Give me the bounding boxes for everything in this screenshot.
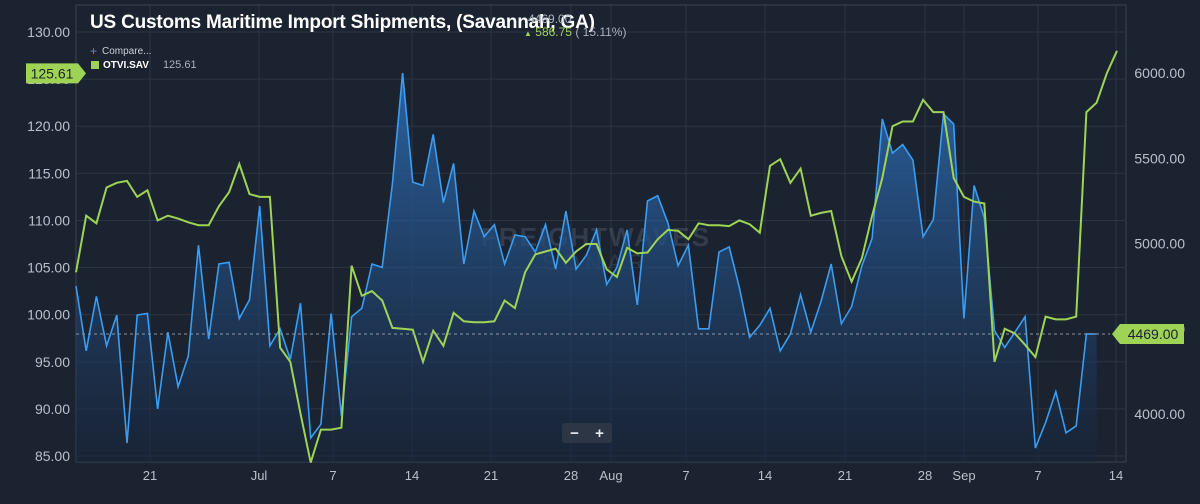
up-arrow-icon: ▲: [524, 29, 532, 38]
legend-series-name: OTVI.SAV: [103, 59, 149, 71]
x-tick-label: 14: [405, 468, 419, 483]
x-tick-label: 21: [838, 468, 852, 483]
compare-button[interactable]: + Compare...: [90, 44, 197, 58]
x-tick-label: 21: [143, 468, 157, 483]
left-tick-label: 115.00: [28, 165, 70, 181]
change-indicator: ▲ 586.75 ( 15.11%): [524, 25, 626, 39]
plot-area[interactable]: [75, 50, 1118, 463]
zoom-out-button[interactable]: −: [570, 424, 579, 442]
x-axis: 21 Jul 7 14 21 28 Aug 7 14 21 28 Sep 7 14: [143, 468, 1123, 483]
compare-label: Compare...: [102, 45, 152, 57]
left-tick-label: 90.00: [35, 401, 70, 417]
right-tick-label: 4000.00: [1134, 406, 1185, 422]
right-value-marker: [1112, 324, 1184, 345]
right-tick-label: 5000.00: [1134, 236, 1185, 252]
left-tick-label: 100.00: [27, 307, 70, 323]
x-tick-label: 28: [918, 468, 932, 483]
change-percent: ( 15.11%): [575, 25, 627, 39]
right-tick-label: 5500.00: [1134, 150, 1185, 166]
left-value-marker: [26, 63, 86, 84]
blue-series-area: [76, 73, 1097, 462]
left-tick-label: 120.00: [27, 118, 70, 134]
change-value: 586.75: [535, 25, 572, 39]
x-tick-label: 28: [564, 468, 578, 483]
x-tick-label: Aug: [599, 468, 622, 483]
x-tick-label: Jul: [251, 468, 268, 483]
left-tick-label: 105.00: [27, 260, 70, 276]
x-tick-label: 7: [1034, 468, 1041, 483]
x-tick-label: 14: [758, 468, 772, 483]
blue-series-line: [75, 72, 1097, 449]
zoom-in-button[interactable]: +: [595, 424, 604, 442]
otvi-series-line: [75, 50, 1118, 463]
x-tick-label: 21: [484, 468, 498, 483]
left-tick-label: 110.00: [28, 212, 70, 228]
left-tick-label: 85.00: [35, 448, 70, 464]
plus-icon: +: [90, 44, 98, 58]
x-tick-label: 14: [1109, 468, 1123, 483]
legend-series-value: 125.61: [162, 59, 197, 71]
x-tick-label: Sep: [952, 468, 975, 483]
left-value-marker-label: 125.61: [31, 65, 74, 81]
chart-title: US Customs Maritime Import Shipments, (S…: [90, 12, 595, 33]
left-axis: 85.00 90.00 95.00 100.00 105.00 110.00 115.00 1…: [27, 24, 70, 464]
x-tick-label: 7: [329, 468, 336, 483]
right-tick-label: 6000.00: [1134, 65, 1185, 81]
legend: + Compare... OTVI.SAV 125.61: [90, 44, 197, 72]
right-value-marker-label: 4469.00: [1128, 326, 1179, 342]
left-tick-label: 130.00: [27, 24, 70, 40]
x-tick-label: 7: [682, 468, 689, 483]
value-markers: 125.61 4469.00: [26, 63, 1184, 345]
series-swatch: [91, 61, 99, 69]
left-tick-label: 95.00: [35, 354, 70, 370]
zoom-controls: − +: [562, 423, 612, 443]
last-value: 4469.00: [528, 12, 572, 26]
legend-item-otvi[interactable]: OTVI.SAV 125.61: [90, 58, 197, 72]
